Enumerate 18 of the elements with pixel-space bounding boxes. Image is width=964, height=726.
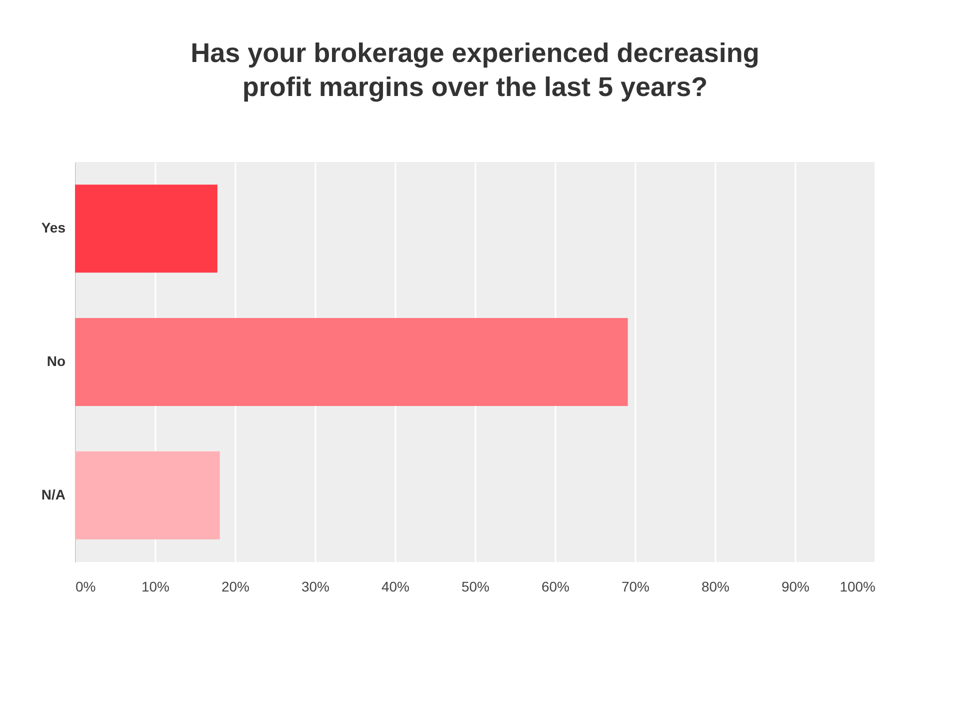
x-tick-label: 40% <box>381 578 410 594</box>
x-tick-label: 100% <box>840 578 876 594</box>
y-tick-label: No <box>46 353 66 369</box>
x-tick-label: 80% <box>701 578 730 594</box>
bar <box>75 451 220 540</box>
y-tick-label: N/A <box>41 486 66 502</box>
x-tick-label: 0% <box>76 578 96 594</box>
x-tick-label: 50% <box>461 578 490 594</box>
y-tick-label: Yes <box>41 220 66 236</box>
x-tick-label: 30% <box>301 578 330 594</box>
chart-title: Has your brokerage experienced decreasing profit margins over the last 5 years? <box>190 38 760 102</box>
bar <box>75 184 218 273</box>
bar <box>75 318 628 406</box>
x-tick-label: 20% <box>221 578 250 594</box>
x-tick-label: 70% <box>621 578 650 594</box>
x-tick-label: 60% <box>541 578 570 594</box>
x-tick-label: 90% <box>781 578 810 594</box>
x-tick-label: 10% <box>141 578 170 594</box>
